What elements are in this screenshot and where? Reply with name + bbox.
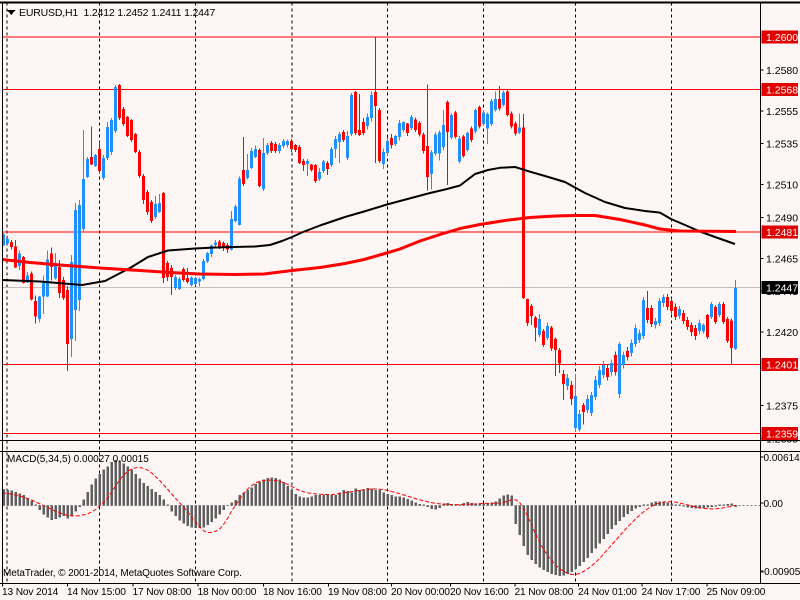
svg-text:25 Nov 09:00: 25 Nov 09:00 xyxy=(707,587,766,598)
svg-text:MetaTrader, © 2001-2014, MetaQ: MetaTrader, © 2001-2014, MetaQuotes Soft… xyxy=(3,568,242,579)
svg-text:1.2359: 1.2359 xyxy=(766,429,798,441)
svg-text:1.2490: 1.2490 xyxy=(766,212,798,224)
svg-text:19 Nov 08:00: 19 Nov 08:00 xyxy=(328,587,387,598)
svg-text:21 Nov 08:00: 21 Nov 08:00 xyxy=(515,587,574,598)
svg-text:-0.00905: -0.00905 xyxy=(761,567,800,578)
svg-text:1.2568: 1.2568 xyxy=(766,85,798,97)
svg-text:1.2510: 1.2510 xyxy=(766,180,798,192)
svg-text:1.2401: 1.2401 xyxy=(766,360,798,372)
svg-text:1.2420: 1.2420 xyxy=(766,327,798,339)
svg-text:17 Nov 08:00: 17 Nov 08:00 xyxy=(133,587,192,598)
svg-text:1.2580: 1.2580 xyxy=(766,65,798,77)
svg-text:1.2465: 1.2465 xyxy=(766,253,798,265)
svg-text:1.2535: 1.2535 xyxy=(766,139,798,151)
svg-text:20 Nov 00:00: 20 Nov 00:00 xyxy=(391,587,450,598)
svg-text:18 Nov 00:00: 18 Nov 00:00 xyxy=(198,587,257,598)
svg-text:0.00614: 0.00614 xyxy=(764,453,800,464)
svg-text:14 Nov 15:00: 14 Nov 15:00 xyxy=(67,587,126,598)
svg-text:1.2375: 1.2375 xyxy=(766,401,798,413)
svg-text:20 Nov 16:00: 20 Nov 16:00 xyxy=(450,587,509,598)
svg-text:0.00: 0.00 xyxy=(764,499,784,510)
svg-text:13 Nov 2014: 13 Nov 2014 xyxy=(2,587,59,598)
svg-text:EURUSD,H1 1.2412 1.2452 1.241: EURUSD,H1 1.2412 1.2452 1.2411 1.2447 xyxy=(19,7,215,19)
svg-text:24 Nov 01:00: 24 Nov 01:00 xyxy=(578,587,637,598)
svg-text:24 Nov 17:00: 24 Nov 17:00 xyxy=(642,587,701,598)
svg-text:1.2600: 1.2600 xyxy=(766,32,798,44)
svg-text:1.2555: 1.2555 xyxy=(766,106,798,118)
svg-text:18 Nov 16:00: 18 Nov 16:00 xyxy=(263,587,322,598)
svg-text:1.2481: 1.2481 xyxy=(766,227,798,239)
svg-text:1.2447: 1.2447 xyxy=(766,283,798,295)
svg-text:MACD(5,34,5) 0.00027 0.00015: MACD(5,34,5) 0.00027 0.00015 xyxy=(7,454,149,465)
